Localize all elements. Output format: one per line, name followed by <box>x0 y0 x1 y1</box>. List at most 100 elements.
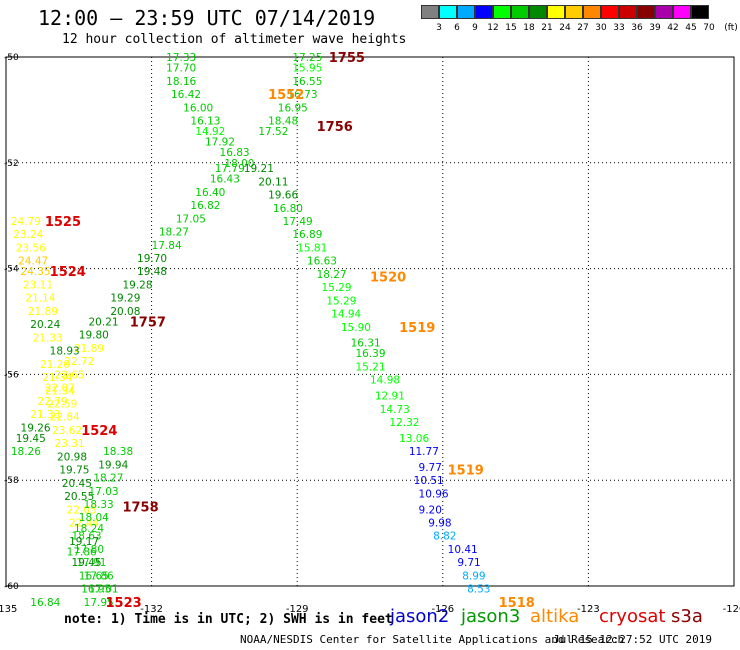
map-title: 12:00 — 23:59 UTC 07/14/2019 <box>38 6 376 30</box>
legend-swatch-39 <box>637 5 655 19</box>
wave-height-value: 22.07 <box>45 383 75 395</box>
wave-height-value: 16.42 <box>171 89 201 101</box>
pass-time-label: 1552 <box>268 88 304 103</box>
wave-height-value: 14.98 <box>370 375 400 387</box>
wave-height-value: 21.34 <box>42 372 72 384</box>
wave-height-value: 18.38 <box>103 446 133 458</box>
legend-swatch-27 <box>565 5 583 19</box>
wave-height-value: 17.79 <box>215 163 245 175</box>
credit-text: NOAA/NESDIS Center for Satellite Applica… <box>240 633 625 646</box>
wave-height-value: 24.79 <box>11 216 41 228</box>
legend-swatch-36 <box>619 5 637 19</box>
legend-tick-label: 21 <box>541 23 553 33</box>
legend-swatch-30 <box>583 5 601 19</box>
wave-height-value: 19.66 <box>268 190 298 202</box>
lon-tick-label: -123 <box>577 604 600 615</box>
wave-height-value: 9.98 <box>428 518 451 530</box>
wave-height-value: 13.06 <box>399 433 429 445</box>
wave-height-value: 16.89 <box>292 229 322 241</box>
satellite-name-jason2: jason2 <box>390 606 450 627</box>
wave-height-value: 22.79 <box>38 396 68 408</box>
wave-height-value: 16.00 <box>183 102 213 114</box>
wave-height-value: 17.86 <box>84 570 114 582</box>
wave-height-value: 18.27 <box>159 227 189 239</box>
wave-height-value: 17.49 <box>283 216 313 228</box>
legend-swatch-6 <box>439 5 457 19</box>
wave-height-value: 19.48 <box>137 266 167 278</box>
wave-height-value: 15.21 <box>355 361 385 373</box>
lat-tick-label: -52 <box>4 159 19 169</box>
wave-height-value: 19.94 <box>98 459 128 471</box>
lon-tick-label: -132 <box>140 604 163 615</box>
wave-height-value: 10.51 <box>414 475 444 487</box>
wave-height-value: 15.29 <box>321 282 351 294</box>
wave-height-value: 16.43 <box>210 174 240 186</box>
wave-height-value: 15.29 <box>326 295 356 307</box>
pass-time-label: 1519 <box>448 464 484 479</box>
wave-height-value: 18.16 <box>166 76 196 88</box>
wave-height-value: 17.80 <box>74 544 104 556</box>
wave-height-value: 23.62 <box>52 425 82 437</box>
wave-height-value: 11.77 <box>409 446 439 458</box>
satellite-name-s3a: s3a <box>671 606 703 627</box>
legend-swatch-21 <box>529 5 547 19</box>
wave-height-value: 9.20 <box>419 504 442 516</box>
wave-height-value: 8.82 <box>433 531 456 543</box>
wave-height-value: 20.24 <box>30 319 60 331</box>
wave-height-value: 8.53 <box>467 584 490 596</box>
wave-height-value: 10.41 <box>448 544 478 556</box>
legend-tick-label: 36 <box>631 23 643 33</box>
lat-tick-label: -60 <box>4 582 19 592</box>
wave-height-value: 17.03 <box>89 486 119 498</box>
legend-swatch-15 <box>493 5 511 19</box>
wave-height-value: 16.95 <box>278 102 308 114</box>
wave-height-value: 17.70 <box>166 63 196 75</box>
wave-height-value: 20.98 <box>57 451 87 463</box>
lat-tick-label: -50 <box>4 53 19 63</box>
generated-timestamp: Jul 15 12:27:52 UTC 2019 <box>553 633 712 646</box>
wave-height-value: 23.24 <box>13 229 43 241</box>
wave-height-value: 21.89 <box>28 306 58 318</box>
legend-tick-label: 24 <box>559 23 571 33</box>
wave-height-value: 14.73 <box>380 404 410 416</box>
wave-height-value: 9.71 <box>457 557 480 569</box>
lon-tick-label: -120 <box>723 604 740 615</box>
pass-time-label: 1757 <box>130 316 166 331</box>
wave-height-value: 18.00 <box>224 158 254 170</box>
wave-height-value: 16.95 <box>81 584 111 596</box>
wave-height-value: 17.84 <box>152 240 182 252</box>
legend-swatch-12 <box>475 5 493 19</box>
pass-time-label: 1519 <box>399 321 435 336</box>
wave-height-value: 17.01 <box>89 584 119 596</box>
pass-time-label: 1523 <box>105 596 141 611</box>
wave-height-value: 21.89 <box>74 343 104 355</box>
wave-height-value: 17.05 <box>176 213 206 225</box>
legend-swatch-18 <box>511 5 529 19</box>
wave-height-value: 18.26 <box>11 446 41 458</box>
legend-tick-label: 39 <box>649 23 661 33</box>
wave-height-value: 14.92 <box>195 126 225 138</box>
pass-time-label: 1524 <box>81 424 117 439</box>
wave-height-value: 18.33 <box>84 499 114 511</box>
wave-height-value: 16.55 <box>292 76 322 88</box>
wave-height-value: 17.92 <box>205 137 235 149</box>
wave-height-value: 23.65 <box>55 369 85 381</box>
legend-tick-label: 12 <box>487 23 499 33</box>
pass-time-label: 1518 <box>499 596 535 611</box>
legend-swatch-33 <box>601 5 619 19</box>
wave-height-value: 22.44 <box>69 518 99 530</box>
wave-height-value: 18.48 <box>268 115 298 127</box>
wave-height-value: 19.17 <box>69 536 99 548</box>
wave-height-value: 17.91 <box>76 557 106 569</box>
wave-height-value: 15.90 <box>341 322 371 334</box>
satellite-name-jason3: jason3 <box>461 606 521 627</box>
wave-height-value: 12.32 <box>389 417 419 429</box>
wave-height-value: 22.84 <box>50 412 80 424</box>
lon-tick-label: -135 <box>0 604 17 615</box>
wave-height-value: 14.94 <box>331 309 361 321</box>
wave-height-value: 19.75 <box>59 465 89 477</box>
lon-tick-label: -129 <box>286 604 309 615</box>
map-frame <box>5 56 735 587</box>
wave-height-value: 12.91 <box>375 391 405 403</box>
